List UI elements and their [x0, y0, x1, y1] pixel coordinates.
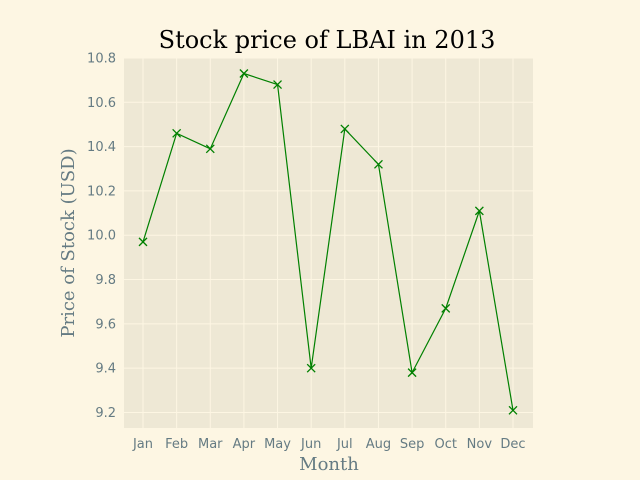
x-tick-label: Apr	[233, 437, 256, 452]
y-tick-label: 10.6	[87, 96, 116, 111]
chart-title: Stock price of LBAI in 2013	[159, 26, 496, 54]
y-tick-label: 10.8	[87, 52, 116, 67]
data-point-marker	[306, 363, 316, 373]
x-axis-label: Month	[299, 454, 359, 475]
data-point-marker	[441, 303, 451, 313]
data-point-marker	[340, 124, 350, 134]
y-tick-label: 9.2	[95, 406, 116, 421]
series-layer	[138, 69, 518, 415]
data-point-marker	[273, 80, 283, 90]
y-tick-label: 9.8	[95, 273, 116, 288]
y-tick-label: 10.2	[87, 184, 116, 199]
x-gridlines	[142, 58, 514, 428]
x-tick-label: Dec	[500, 437, 525, 452]
x-tick-label: Jun	[300, 437, 321, 452]
data-point-marker	[205, 144, 215, 154]
y-gridlines	[124, 57, 533, 413]
x-tick-label: Jul	[336, 437, 353, 452]
data-point-marker	[239, 69, 249, 78]
y-tick-label: 9.4	[95, 362, 116, 377]
x-tick-labels: Jan Feb Mar Apr May Jun Jul Aug Sep Oct Nov Dec	[132, 437, 526, 452]
x-tick-label: Sep	[400, 437, 425, 452]
data-point-marker	[138, 237, 148, 247]
x-tick-label: Mar	[198, 437, 223, 452]
y-tick-label: 10.4	[87, 140, 116, 155]
y-tick-labels: 9.2 9.4 9.6 9.8 10.0 10.2 10.4 10.6 10.8	[87, 52, 116, 421]
data-point-marker	[407, 368, 417, 378]
y-axis-label: Price of Stock (USD)	[58, 148, 79, 337]
series-line	[142, 72, 514, 411]
x-tick-label: Feb	[165, 437, 188, 452]
x-tick-label: Oct	[434, 437, 456, 452]
data-point-marker	[474, 206, 484, 216]
data-point-marker	[373, 159, 383, 169]
y-tick-label: 9.6	[95, 317, 116, 332]
y-tick-label: 10.0	[87, 229, 116, 244]
data-point-marker	[172, 128, 182, 138]
data-point-marker	[508, 405, 518, 415]
x-tick-label: Aug	[366, 437, 391, 452]
x-tick-label: Nov	[467, 437, 493, 452]
x-tick-label: May	[264, 437, 291, 452]
x-tick-label: Jan	[132, 437, 153, 452]
